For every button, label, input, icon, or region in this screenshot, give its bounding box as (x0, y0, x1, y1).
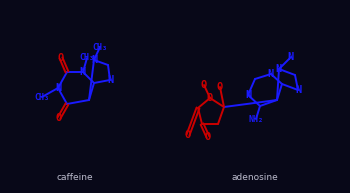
Text: N: N (91, 55, 97, 65)
Text: CH₃: CH₃ (79, 53, 94, 63)
Text: CH₃: CH₃ (92, 42, 107, 52)
Text: O: O (201, 80, 207, 90)
Text: NH₂: NH₂ (248, 114, 264, 124)
Text: N: N (276, 64, 282, 74)
Text: N: N (288, 52, 294, 62)
Text: CH₃: CH₃ (35, 92, 49, 102)
Text: adenosine: adenosine (232, 174, 278, 183)
Text: N: N (80, 67, 86, 77)
Text: O: O (217, 82, 223, 92)
Text: N: N (55, 83, 61, 93)
Text: O: O (205, 132, 211, 142)
Text: O: O (58, 53, 64, 63)
Text: N: N (268, 69, 274, 79)
Text: O: O (185, 130, 191, 140)
Text: N: N (295, 85, 301, 95)
Text: N: N (245, 90, 251, 100)
Text: O: O (56, 113, 62, 123)
Text: O: O (207, 93, 213, 103)
Text: N: N (107, 75, 113, 85)
Text: caffeine: caffeine (57, 174, 93, 183)
